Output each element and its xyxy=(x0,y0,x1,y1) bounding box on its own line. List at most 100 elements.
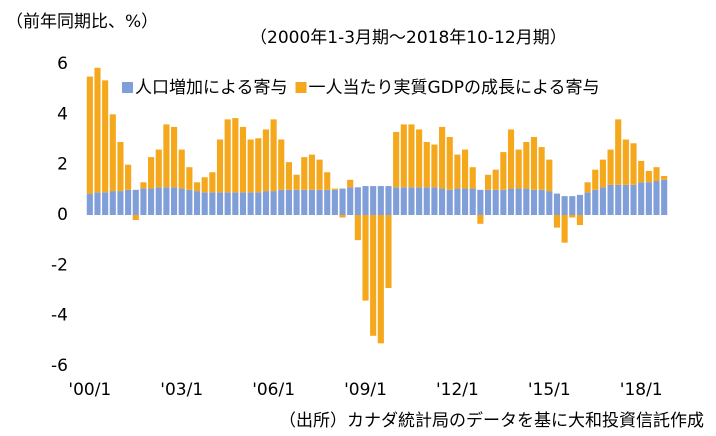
bar-segment xyxy=(553,193,561,215)
bar-segment xyxy=(477,189,484,215)
bar-segment xyxy=(354,187,361,215)
bar-segment xyxy=(454,188,461,215)
bar-segment xyxy=(630,184,637,215)
bar-segment xyxy=(638,182,645,215)
bar-segment xyxy=(607,149,614,185)
bar-segment xyxy=(515,188,522,215)
bar-segment xyxy=(216,192,224,215)
bar-segment xyxy=(576,215,583,226)
bar-segment xyxy=(301,157,308,190)
bar-segment xyxy=(546,191,553,215)
bar-segment xyxy=(599,159,606,188)
legend-label: 一人当たり実質GDPの成長による寄与 xyxy=(309,78,600,98)
bar-segment xyxy=(500,189,507,215)
bar-segment xyxy=(301,189,308,215)
bar-segment xyxy=(638,160,645,183)
bar-segment xyxy=(239,126,247,193)
bar-segment xyxy=(239,192,247,215)
chart-title: （前年同期比、%） xyxy=(6,12,158,32)
bar-segment xyxy=(400,187,407,215)
bar-segment xyxy=(140,188,147,215)
bar-segment xyxy=(155,187,162,215)
bar-segment xyxy=(439,126,446,189)
bar-segment xyxy=(416,129,423,188)
bar-segment xyxy=(584,182,591,193)
bar-segment xyxy=(576,194,583,215)
bar-segment xyxy=(178,149,185,189)
bar-segment xyxy=(102,192,109,215)
bar-segment xyxy=(125,164,132,190)
bar-segment xyxy=(515,149,522,189)
bar-segment xyxy=(308,154,315,190)
bar-segment xyxy=(247,192,254,215)
bar-segment xyxy=(193,191,201,215)
bar-segment xyxy=(546,159,553,192)
y-tick-label: 2 xyxy=(57,155,68,175)
y-tick-label: -2 xyxy=(51,255,68,275)
bar-segment xyxy=(308,189,315,215)
bar-segment xyxy=(362,186,369,215)
bar-segment xyxy=(86,193,93,215)
bar-segment xyxy=(377,215,384,344)
bar-segment xyxy=(347,187,354,215)
bar-segment xyxy=(469,167,476,189)
y-tick-label: -6 xyxy=(51,356,68,376)
bar-segment xyxy=(439,188,446,215)
bar-segment xyxy=(370,186,377,215)
bar-segment xyxy=(393,187,400,215)
bar-segment xyxy=(354,215,361,241)
bar-segment xyxy=(408,187,415,215)
bar-segment xyxy=(163,187,170,215)
bar-segment xyxy=(293,189,300,215)
bar-segment xyxy=(622,139,629,185)
bar-segment xyxy=(538,189,545,215)
bar-segment xyxy=(186,167,193,190)
bar-segment xyxy=(209,172,216,193)
bar-segment xyxy=(653,181,660,215)
y-tick-label: 4 xyxy=(57,104,68,124)
bar-segment xyxy=(316,189,323,215)
bar-segment xyxy=(171,187,178,215)
bar-segment xyxy=(285,162,292,190)
bar-segment xyxy=(293,174,300,190)
bar-segment xyxy=(347,179,354,188)
bar-segment xyxy=(584,192,591,215)
bar-segment xyxy=(324,172,331,190)
bar-segment xyxy=(201,177,208,193)
y-tick-label: -4 xyxy=(51,306,68,326)
bar-segment xyxy=(454,154,461,189)
bar-segment xyxy=(270,119,277,192)
bar-segment xyxy=(385,215,392,288)
bar-segment xyxy=(462,149,469,189)
x-tick-label: '03/1 xyxy=(160,380,203,400)
bar-segment xyxy=(377,186,384,215)
bar-segment xyxy=(661,179,668,215)
bar-segment xyxy=(148,188,155,215)
bar-segment xyxy=(408,124,415,188)
y-tick-label: 6 xyxy=(57,54,68,74)
bar-segment xyxy=(117,191,124,215)
source-note: （出所）カナダ統計局のデータを基に大和投資信託作成 xyxy=(279,410,704,431)
bar-segment xyxy=(431,187,438,215)
bar-segment xyxy=(331,188,338,190)
legend-swatch xyxy=(295,82,307,93)
bar-segment xyxy=(615,119,622,185)
bar-segment xyxy=(569,215,576,218)
bar-segment xyxy=(201,192,208,215)
bar-segment xyxy=(653,167,660,182)
bar-segment xyxy=(615,184,622,215)
bar-segment xyxy=(446,136,453,190)
bar-segment xyxy=(661,175,668,180)
bar-segment xyxy=(530,136,538,190)
bar-segment xyxy=(431,144,438,188)
bar-segment xyxy=(171,126,178,188)
bar-segment xyxy=(339,215,346,218)
bar-segment xyxy=(507,129,515,189)
bar-segment xyxy=(523,142,530,189)
bar-segment xyxy=(324,189,331,215)
bar-segment xyxy=(125,189,132,215)
bar-segment xyxy=(224,119,231,193)
bar-segment xyxy=(370,215,377,336)
bar-segment xyxy=(117,142,124,192)
